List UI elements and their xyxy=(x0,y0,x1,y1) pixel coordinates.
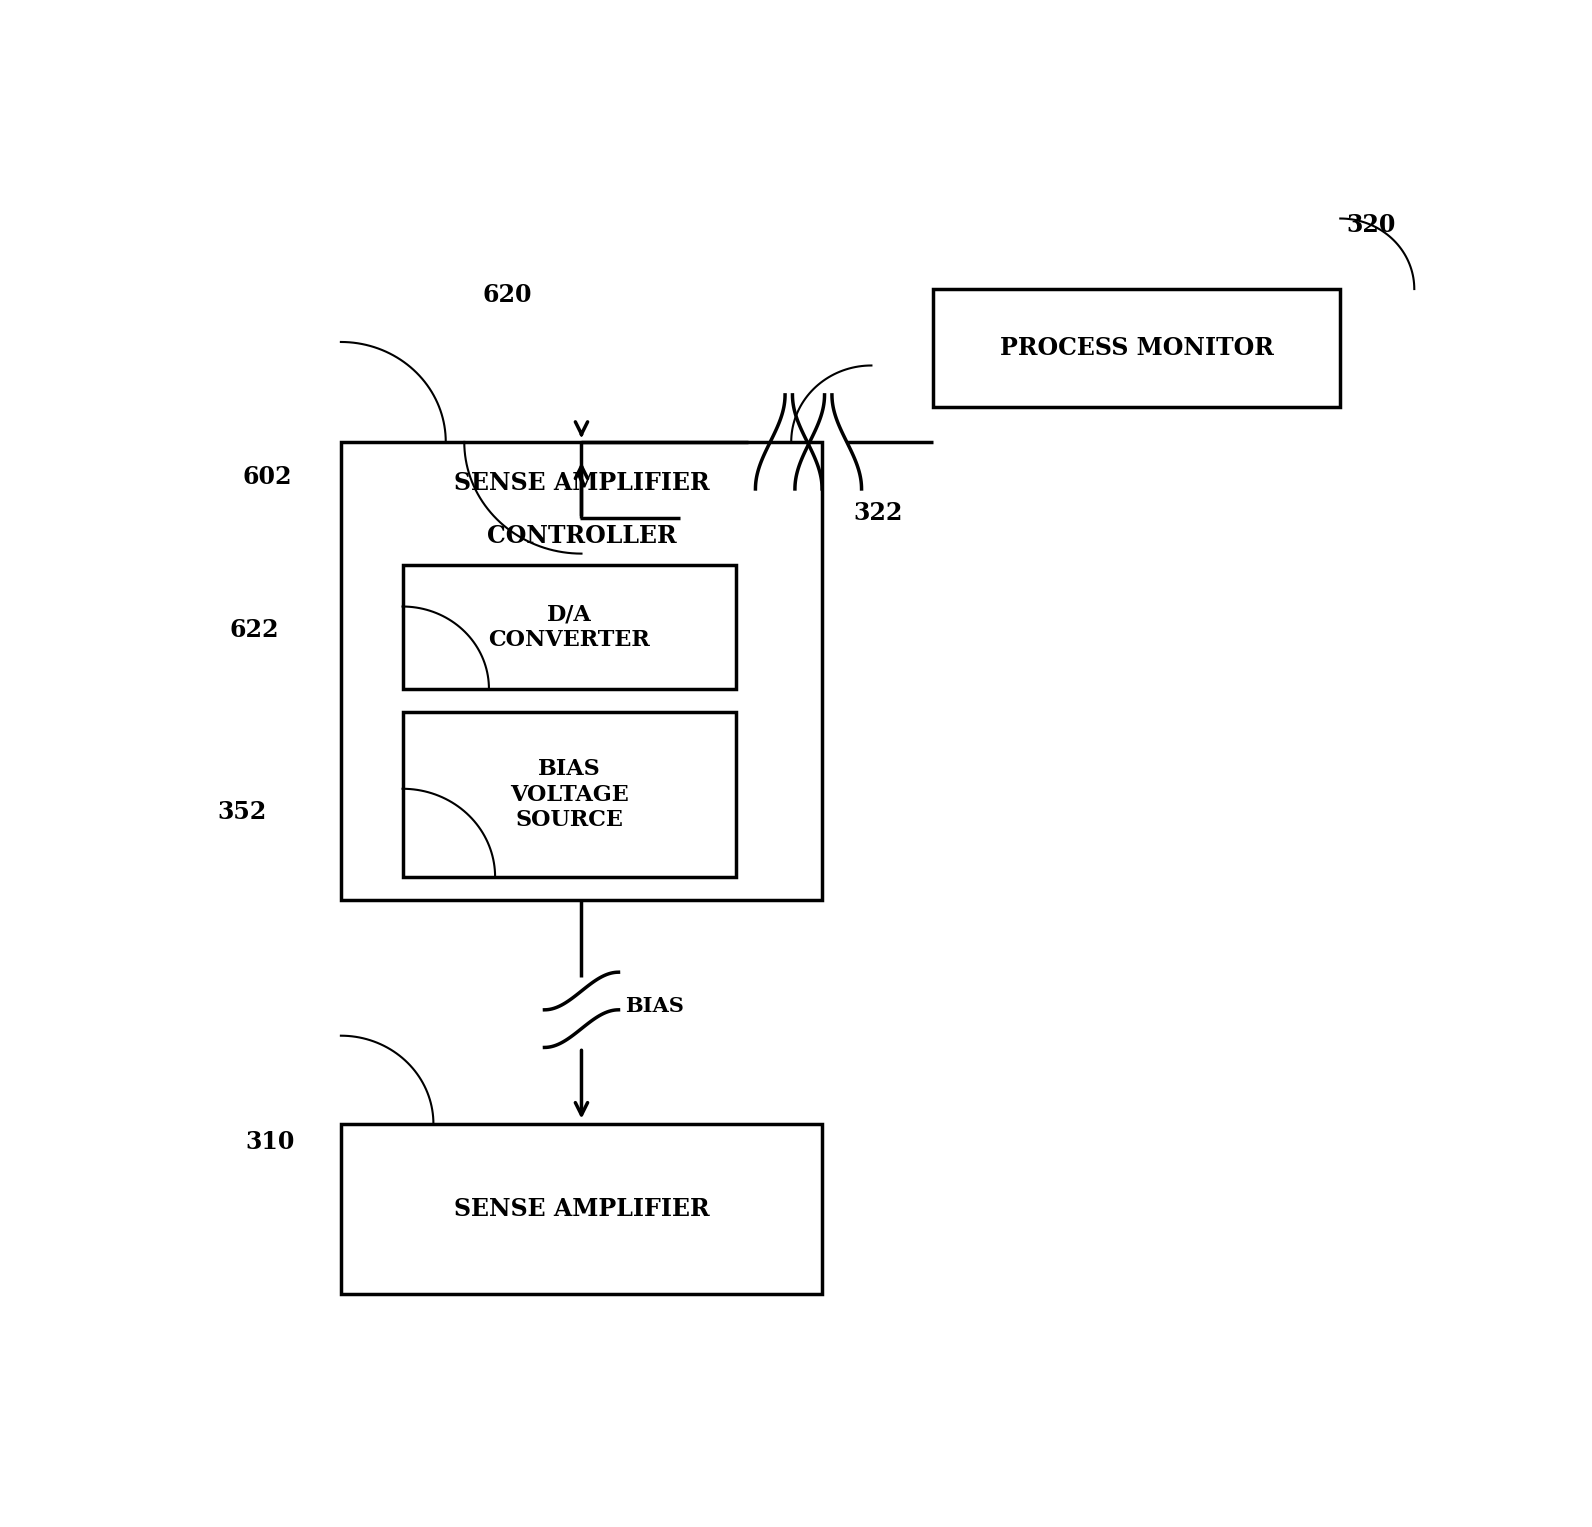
Text: CONTROLLER: CONTROLLER xyxy=(487,524,677,548)
Text: 622: 622 xyxy=(229,618,279,641)
Text: BIAS: BIAS xyxy=(624,996,683,1017)
Bar xyxy=(933,289,1340,406)
Text: 602: 602 xyxy=(242,466,291,489)
Bar xyxy=(403,712,736,876)
Text: SENSE AMPLIFIER: SENSE AMPLIFIER xyxy=(454,470,710,495)
Text: 320: 320 xyxy=(1347,212,1396,237)
Bar xyxy=(341,441,821,901)
Bar xyxy=(341,1124,821,1295)
Text: 352: 352 xyxy=(218,800,267,825)
Text: PROCESS MONITOR: PROCESS MONITOR xyxy=(1000,336,1274,360)
Text: 310: 310 xyxy=(245,1130,295,1153)
Text: 322: 322 xyxy=(853,501,903,525)
Text: 620: 620 xyxy=(482,282,532,307)
Text: D/A
CONVERTER: D/A CONVERTER xyxy=(489,603,650,651)
Bar xyxy=(403,565,736,689)
Text: BIAS
VOLTAGE
SOURCE: BIAS VOLTAGE SOURCE xyxy=(509,759,629,831)
Text: SENSE AMPLIFIER: SENSE AMPLIFIER xyxy=(454,1197,710,1222)
